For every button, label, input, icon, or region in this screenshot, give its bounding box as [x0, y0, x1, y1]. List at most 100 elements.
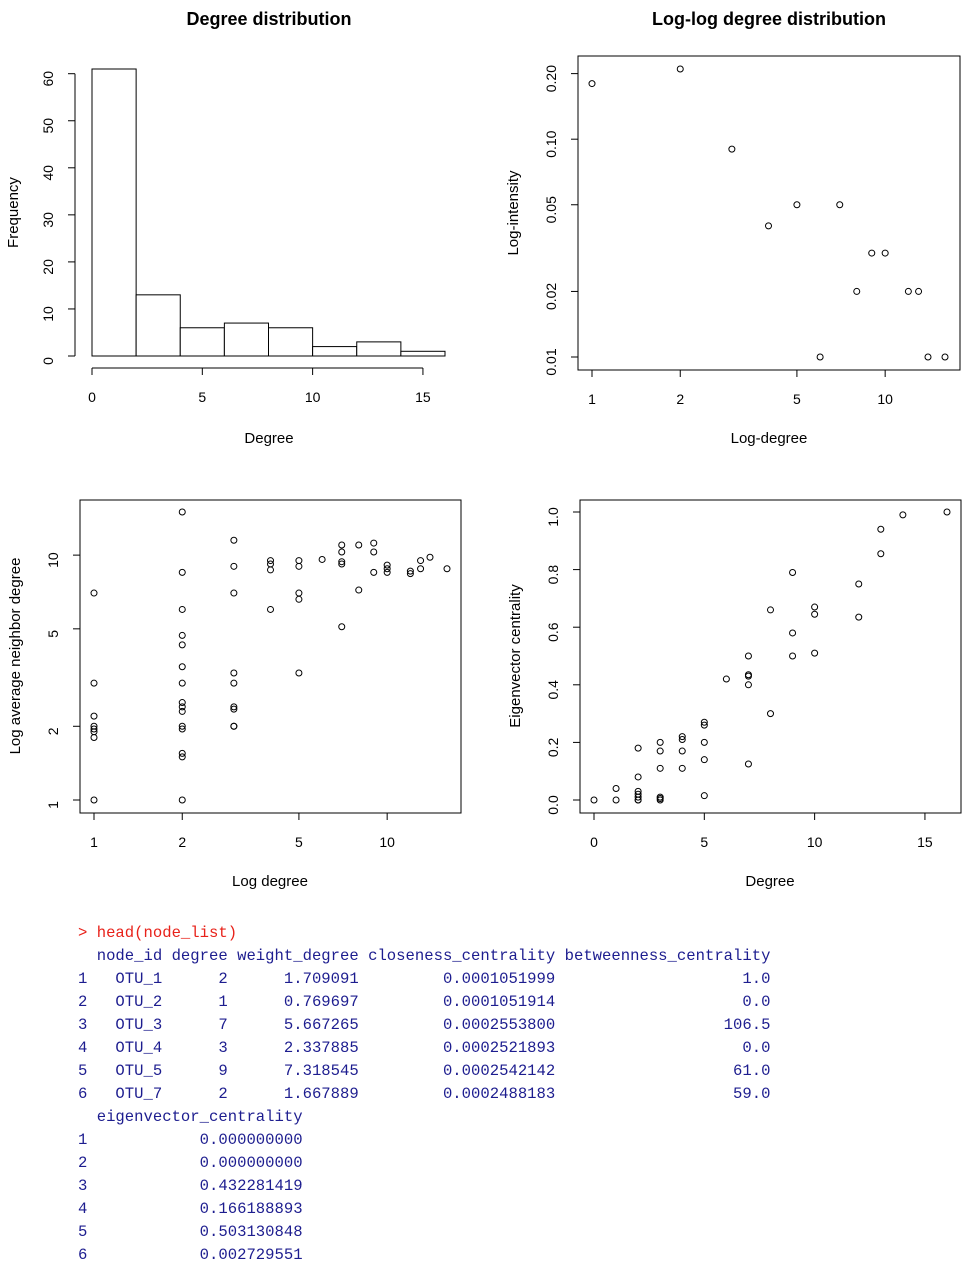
histogram-bar [91, 68, 137, 357]
data-point [789, 568, 797, 576]
plot-frame [579, 499, 962, 814]
data-point [355, 541, 363, 549]
y-tick-label: 0.6 [545, 622, 561, 642]
histogram-bar [223, 322, 269, 357]
x-tick-label: 10 [305, 389, 321, 405]
y-tick-label: 0.10 [543, 130, 559, 157]
data-point [868, 249, 876, 257]
data-point [853, 287, 861, 295]
data-point [318, 555, 326, 563]
data-point [178, 749, 186, 757]
table-row: 2 0.000000000 [78, 1154, 303, 1172]
data-point [370, 548, 378, 556]
y-tick-label: 0 [40, 357, 56, 365]
console-command: > head(node_list) [78, 924, 238, 942]
table-row: 4 0.166188893 [78, 1200, 303, 1218]
x-tick-label: 10 [877, 391, 893, 407]
y-tick-label: 10 [40, 306, 56, 322]
data-point [744, 672, 752, 680]
data-point [767, 606, 774, 614]
table-row: 6 OTU_7 2 1.667889 0.0002488183 59.0 [78, 1085, 771, 1103]
data-point [370, 539, 378, 547]
x-tick-label: 0 [590, 834, 598, 850]
x-tick-label: 0 [88, 389, 96, 405]
y-axis-label: Frequency [5, 177, 22, 248]
data-point [765, 222, 772, 230]
data-point [178, 699, 186, 707]
x-tick-label: 2 [178, 834, 186, 850]
data-point [230, 669, 238, 677]
data-point [178, 568, 186, 576]
data-point [90, 722, 98, 730]
data-point [178, 707, 186, 715]
data-point [295, 589, 303, 597]
x-tick-label: 5 [700, 834, 708, 850]
y-tick-label: 50 [40, 118, 56, 134]
data-point [426, 553, 434, 561]
y-tick-label: 1.0 [545, 507, 561, 527]
data-point [230, 562, 238, 570]
x-axis-label: Log-degree [731, 430, 808, 447]
data-point [904, 287, 912, 295]
data-point [178, 663, 186, 671]
data-point [178, 722, 186, 730]
x-tick-label: 5 [793, 391, 801, 407]
data-point [230, 536, 238, 544]
data-point [634, 744, 642, 752]
y-tick-label: 0.05 [543, 196, 559, 223]
data-point [230, 703, 238, 711]
table-row: 5 0.503130848 [78, 1223, 303, 1241]
data-point [700, 792, 708, 800]
data-point [406, 567, 414, 575]
data-point [383, 568, 391, 576]
data-point [700, 756, 708, 764]
y-tick-label: 2 [45, 727, 61, 735]
table-row: 2 OTU_2 1 0.769697 0.0001051914 0.0 [78, 993, 771, 1011]
data-point [899, 511, 907, 519]
data-point [90, 589, 98, 597]
data-point [230, 705, 238, 713]
data-point [178, 796, 186, 804]
y-tick-label: 0.02 [543, 283, 559, 310]
data-point [924, 353, 932, 361]
chart-panel-4: Degree Eigenvector centrality 0 5 10 15 0.0 0.2… [507, 499, 962, 890]
data-point [178, 641, 186, 649]
y-axis-label: Eigenvector centrality [507, 584, 524, 728]
data-point [178, 605, 186, 613]
data-point [178, 725, 186, 733]
data-point [90, 725, 98, 733]
data-point [230, 589, 238, 597]
data-point [178, 679, 186, 687]
data-point [383, 561, 391, 569]
y-tick-label: 1 [45, 801, 61, 809]
x-tick-label: 1 [588, 391, 596, 407]
data-point [656, 747, 664, 755]
x-axis-label: Degree [745, 873, 794, 890]
x-tick-label: 15 [415, 389, 431, 405]
y-tick-label: 60 [40, 71, 56, 87]
y-axis-label: Log average neighbor degree [7, 558, 24, 755]
data-point [811, 603, 819, 611]
table-header: node_id degree weight_degree closeness_c… [78, 947, 771, 965]
histogram-bar [400, 350, 446, 357]
data-point [178, 753, 186, 761]
data-point [744, 760, 752, 768]
data-point [789, 629, 797, 637]
x-tick-label: 10 [807, 834, 823, 850]
data-point [634, 773, 642, 781]
histogram-bar [268, 327, 314, 357]
data-point [700, 721, 708, 729]
y-tick-label: 0.01 [543, 348, 559, 375]
x-tick-label: 5 [295, 834, 303, 850]
data-point [230, 679, 238, 687]
data-point [656, 764, 664, 772]
data-point [267, 605, 274, 613]
data-point [90, 679, 98, 687]
data-point [676, 65, 684, 73]
table-row: 5 OTU_5 9 7.318545 0.0002542142 61.0 [78, 1062, 771, 1080]
data-point [877, 550, 885, 558]
x-axis-label: Log degree [232, 873, 308, 890]
data-point [943, 508, 951, 516]
x-tick-label: 5 [198, 389, 206, 405]
data-point [877, 525, 885, 533]
